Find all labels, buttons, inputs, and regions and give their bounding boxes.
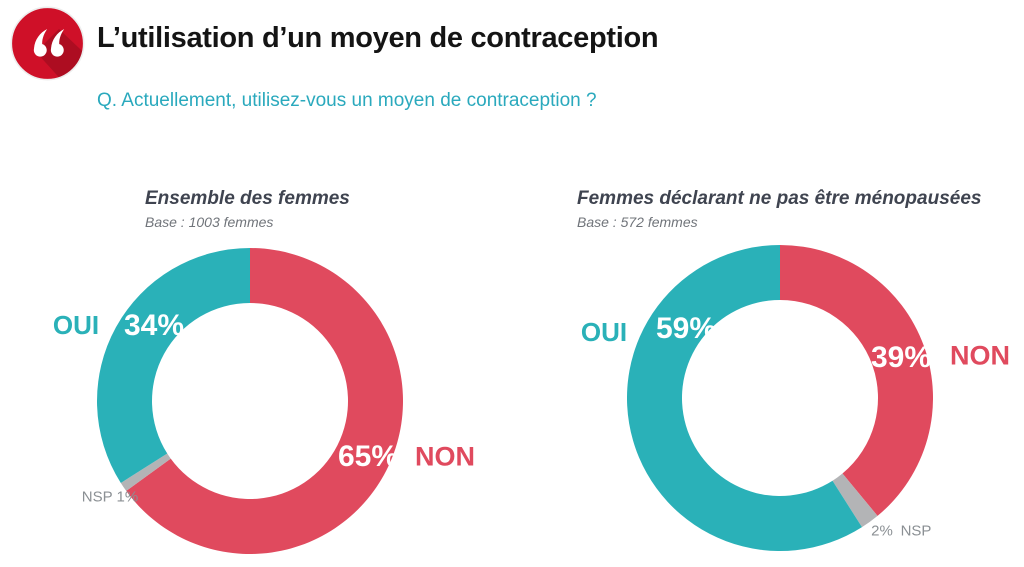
nsp-label: 2% xyxy=(871,522,893,540)
nsp-label: NSP 1% xyxy=(81,488,139,506)
segment-percent-label: 34% xyxy=(123,309,185,342)
donut-plot xyxy=(97,248,403,554)
donut-chart-ensemble-des-femmes: Ensemble des femmes Base : 1003 femmes OUI… xyxy=(53,188,490,563)
legend-non-label: NON xyxy=(415,441,475,472)
quote-icon xyxy=(10,6,85,81)
legend-oui-label: OUI xyxy=(52,310,100,340)
chart-title: Femmes déclarant ne pas être ménopausées xyxy=(577,188,982,209)
segment-percent-label: 39% xyxy=(870,341,932,374)
chart-base-label: Base : 572 femmes xyxy=(577,214,698,230)
segment-percent-label: 59% xyxy=(655,312,717,345)
donut-segment-nsp xyxy=(832,473,878,528)
donut-chart-femmes-non-menopausees: Femmes déclarant ne pas être ménopausées… xyxy=(560,188,1024,563)
donut-segment-oui xyxy=(97,248,250,483)
donut-segment-oui xyxy=(627,245,862,551)
chart-title: Ensemble des femmes xyxy=(145,188,350,209)
page-title: L’utilisation d’un moyen de contraceptio… xyxy=(97,22,659,54)
survey-question: Q. Actuellement, utilisez-vous un moyen … xyxy=(97,90,597,111)
donut-segment-non xyxy=(126,248,403,554)
chart-base-label: Base : 1003 femmes xyxy=(145,214,274,230)
nsp-label: NSP xyxy=(900,522,932,540)
donut-plot xyxy=(627,245,933,551)
legend-non-label: NON xyxy=(950,340,1010,371)
legend-oui-label: OUI xyxy=(580,317,628,347)
donut-segment-non xyxy=(780,245,933,516)
quote-icon-svg xyxy=(10,6,85,81)
donut-segment-nsp xyxy=(120,453,171,491)
segment-percent-label: 65% xyxy=(337,440,399,473)
